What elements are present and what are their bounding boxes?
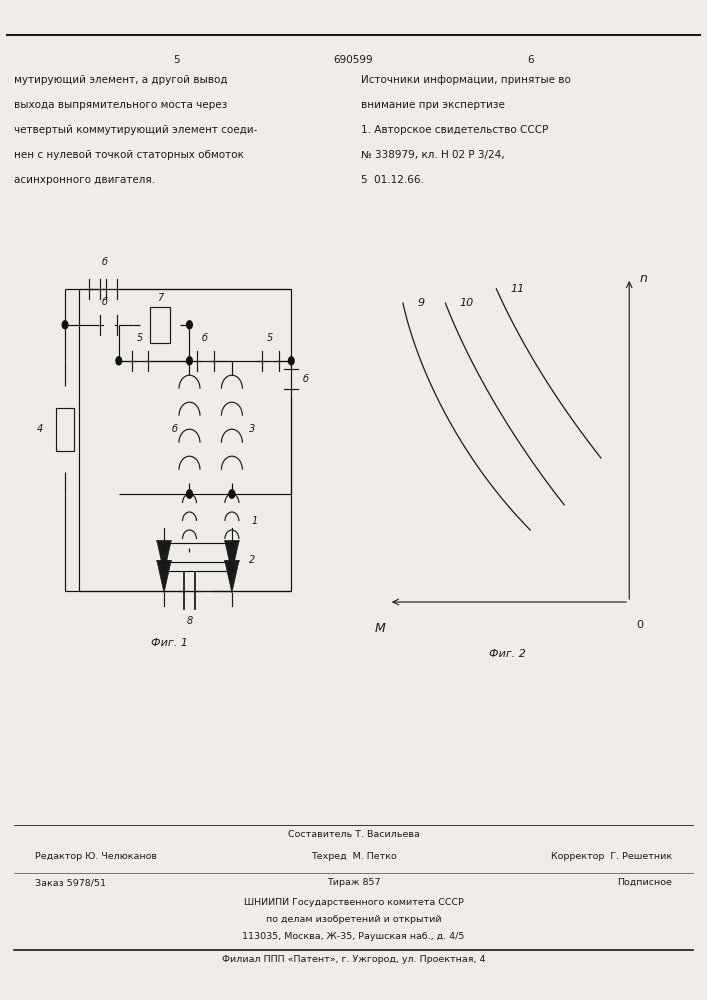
Text: 5: 5	[137, 333, 143, 343]
Text: M: M	[375, 622, 385, 635]
Text: Техред  М. Петко: Техред М. Петко	[310, 852, 397, 861]
FancyBboxPatch shape	[150, 307, 170, 343]
Text: Фиг. 1: Фиг. 1	[151, 638, 188, 648]
Text: № 338979, кл. Н 02 Р 3/24,: № 338979, кл. Н 02 Р 3/24,	[361, 150, 504, 160]
Text: Тираж 857: Тираж 857	[327, 878, 380, 887]
Text: мутирующий элемент, а другой вывод: мутирующий элемент, а другой вывод	[14, 75, 228, 85]
Text: Подписное: Подписное	[617, 878, 672, 887]
Text: четвертый коммутирующий элемент соеди-: четвертый коммутирующий элемент соеди-	[14, 125, 257, 135]
Circle shape	[62, 321, 68, 329]
Polygon shape	[225, 541, 239, 573]
Circle shape	[187, 321, 192, 329]
Circle shape	[288, 357, 294, 365]
Text: б: б	[303, 374, 308, 384]
Text: 5  01.12.66.: 5 01.12.66.	[361, 175, 423, 185]
Text: 2: 2	[249, 555, 255, 565]
Circle shape	[229, 490, 235, 498]
Text: 1: 1	[252, 516, 258, 526]
Text: 6: 6	[527, 55, 534, 65]
Circle shape	[229, 490, 235, 498]
Circle shape	[187, 490, 192, 498]
Text: 0: 0	[636, 620, 643, 630]
Text: Фиг. 2: Фиг. 2	[489, 649, 526, 659]
Text: Корректор  Г. Решетник: Корректор Г. Решетник	[551, 852, 672, 861]
Text: 5: 5	[173, 55, 180, 65]
Text: 690599: 690599	[334, 55, 373, 65]
Text: 113035, Москва, Ж-35, Раушская наб., д. 4/5: 113035, Москва, Ж-35, Раушская наб., д. …	[243, 932, 464, 941]
Text: 9: 9	[417, 298, 424, 308]
Text: выхода выпрямительного моста через: выхода выпрямительного моста через	[14, 100, 228, 110]
Circle shape	[187, 490, 192, 498]
Text: 11: 11	[510, 284, 525, 294]
Polygon shape	[157, 541, 171, 573]
Circle shape	[116, 357, 122, 365]
Text: Заказ 5978/51: Заказ 5978/51	[35, 878, 106, 887]
Text: 3: 3	[249, 424, 255, 434]
Circle shape	[187, 357, 192, 365]
Text: ШНИИПИ Государственного комитета СССР: ШНИИПИ Государственного комитета СССР	[244, 898, 463, 907]
Text: внимание при экспертизе: внимание при экспертизе	[361, 100, 505, 110]
Text: Редактор Ю. Челюканов: Редактор Ю. Челюканов	[35, 852, 158, 861]
Text: нен с нулевой точкой статорных обмоток: нен с нулевой точкой статорных обмоток	[14, 150, 244, 160]
Text: б: б	[202, 333, 208, 343]
Text: 1. Авторское свидетельство СССР: 1. Авторское свидетельство СССР	[361, 125, 548, 135]
FancyBboxPatch shape	[56, 408, 74, 451]
Text: 4: 4	[37, 424, 42, 434]
Text: 7: 7	[157, 293, 163, 303]
Text: б: б	[173, 424, 178, 434]
Text: Филиал ППП «Патент», г. Ужгород, ул. Проектная, 4: Филиал ППП «Патент», г. Ужгород, ул. Про…	[222, 955, 485, 964]
Text: по делам изобретений и открытий: по делам изобретений и открытий	[266, 915, 441, 924]
Text: 10: 10	[460, 298, 474, 308]
Text: Составитель Т. Васильева: Составитель Т. Васильева	[288, 830, 419, 839]
Polygon shape	[225, 561, 239, 593]
Polygon shape	[157, 561, 171, 593]
Text: б: б	[102, 297, 107, 307]
Text: 5: 5	[267, 333, 273, 343]
Text: Источники информации, принятые во: Источники информации, принятые во	[361, 75, 571, 85]
Text: 8: 8	[187, 616, 192, 626]
Text: асинхронного двигателя.: асинхронного двигателя.	[14, 175, 156, 185]
Text: n: n	[640, 271, 648, 284]
Text: б: б	[102, 257, 107, 267]
